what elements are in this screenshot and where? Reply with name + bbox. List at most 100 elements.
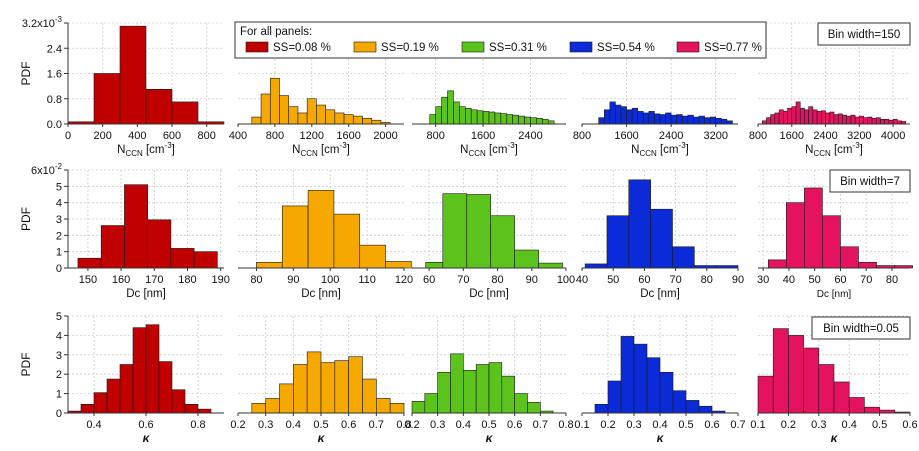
histogram-bar [93,392,108,414]
x-tick-label: 40 [783,274,795,286]
x-tick-label: 40 [576,274,588,286]
histogram-bar [307,190,335,269]
x-tick-label: 80 [701,274,713,286]
x-tick-label: 0.2 [781,419,796,431]
x-tick-label: 1600 [336,130,360,142]
histogram-bar [411,401,426,414]
x-tick-label: 2400 [518,130,542,142]
y-axis-label: PDF [19,207,33,231]
y-tick-label: 4 [56,198,62,210]
histogram-bar [119,25,147,125]
x-tick-label: 80 [886,274,898,286]
y-tick-value: 0 [56,263,62,275]
binwidth-frame-row-1 [817,22,911,46]
y-tick-value: 1 [56,389,62,401]
panel-r2-c2: 80 90 100 110 120 Dc [nm] [238,169,413,300]
x-tick-label: 1600 [471,130,495,142]
histogram-bar [334,360,349,414]
histogram-bar [850,114,856,125]
y-tick-label: 2 [56,230,62,242]
x-tick-label: 0.3 [258,419,273,431]
histogram-bar [488,111,496,125]
histogram-bar [352,115,363,125]
histogram-bar [542,118,549,125]
histogram-bar [615,104,622,125]
histogram-bar [650,208,673,269]
histogram-bar [145,88,173,125]
x-tick-label: 150 [79,274,97,286]
histogram-bar [698,115,705,125]
x-tick-label: 0.4 [652,419,667,431]
x-axis-label: NCCN [cm-3] [460,141,518,158]
histogram-bar [603,109,611,125]
binwidth-box-row-2: Bin width=7 [829,169,911,193]
histogram-bar [475,364,490,414]
x-tick-label: 0.7 [730,419,745,431]
histogram-bar [333,213,361,269]
histogram-bar [757,375,774,414]
histogram-bar [804,187,823,269]
x-tick-label: 1200 [300,130,324,142]
histogram-bar [450,353,464,414]
histogram-bar [145,324,160,414]
histogram-bar [359,244,386,269]
histogram-bar [269,77,280,125]
histogram-bar [447,90,454,125]
x-tick-label: 60 [834,274,846,286]
histogram-bar [343,114,354,125]
x-label-subscript: CCN [300,149,318,158]
y-tick-label: 1 [56,247,62,259]
histogram-bar [670,114,678,125]
x-axis-label: κ [831,431,839,445]
histogram-bar [197,408,212,414]
x-tick-label: 0.8 [558,419,573,431]
y-tick-label: 6x10-2 [31,162,63,177]
y-tick-value: 4 [56,330,62,342]
histogram-bar [778,109,784,125]
x-tick-label: 0.8 [396,419,411,431]
histogram-bar [871,118,877,125]
histogram-bar [437,371,451,414]
y-tick-value: 4 [56,198,62,210]
histogram-bar [772,328,789,414]
histogram-bar [659,114,666,125]
y-tick-value: 3 [56,350,62,362]
x-tick-label: 0.4 [456,419,471,431]
x-tick-label: 0.5 [872,419,887,431]
binwidth-label-row-3: Bin width=0.05 [823,323,899,335]
histogram-bar [626,109,633,125]
x-tick-label: 0.4 [286,419,301,431]
histogram-bar [829,111,835,125]
x-tick-label: 800 [749,130,767,142]
x-tick-label: 0.5 [481,419,496,431]
histogram-bar [863,117,869,125]
histogram-bar [859,115,864,125]
x-label-superscript: -3 [340,141,348,150]
x-axis-label: Dc [nm] [126,288,166,300]
histogram-bar [80,403,95,414]
histogram-bar [864,406,880,414]
x-label-main: N [460,144,468,156]
x-label-subscript: CCN [468,149,486,158]
y-tick-label: 4 [56,330,62,342]
x-label-main: N [117,144,125,156]
histogram-bar [842,114,847,125]
histogram-bar [512,114,519,125]
histogram-bar [685,400,700,414]
panel-r3-c1: 0.4 0.6 0.8 κ [67,315,224,445]
histogram-bar [494,112,502,125]
histogram-bar [783,111,788,125]
legend-swatch [353,41,377,53]
histogram-bar [518,115,525,125]
histogram-bar [812,109,818,125]
histogram-bar [648,111,655,125]
histogram-bar [803,347,820,414]
y-tick-exponent: -3 [55,15,63,24]
x-tick-label: 70 [457,274,469,286]
x-axis-label: κ [657,431,665,445]
x-tick-label: 160 [112,274,130,286]
x-tick-label: 800 [573,130,591,142]
histogram-bar [316,104,326,125]
